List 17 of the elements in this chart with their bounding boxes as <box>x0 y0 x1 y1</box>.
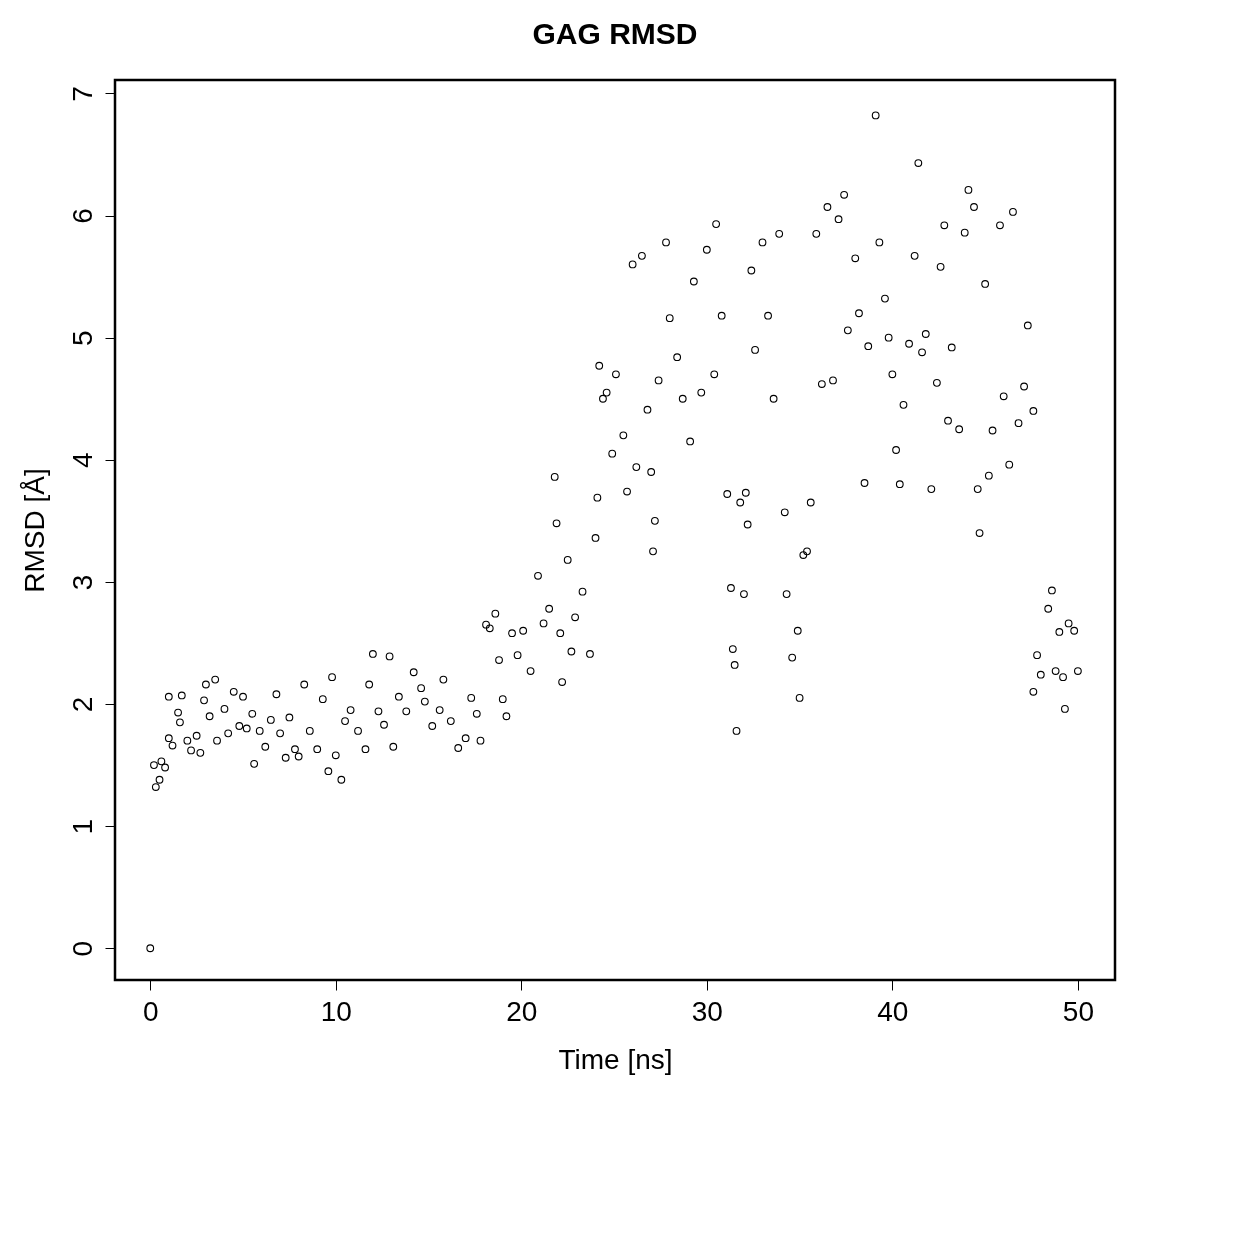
y-tick-label: 5 <box>66 330 98 346</box>
y-tick-label: 6 <box>66 208 98 224</box>
x-tick-label: 20 <box>506 995 538 1027</box>
y-tick-label: 7 <box>66 86 98 102</box>
y-tick-label: 4 <box>66 452 98 469</box>
y-tick-label: 0 <box>66 940 98 957</box>
y-axis-title: RMSD [Å] <box>18 468 50 593</box>
x-axis-title: Time [ns] <box>558 1043 673 1075</box>
x-tick-label: 50 <box>1062 995 1094 1027</box>
y-tick-label: 3 <box>66 574 98 591</box>
x-tick-label: 30 <box>691 995 723 1027</box>
y-tick-label: 2 <box>66 696 98 713</box>
x-tick-label: 0 <box>142 995 159 1027</box>
x-tick-label: 10 <box>320 995 352 1027</box>
x-tick-label: 40 <box>877 995 909 1027</box>
chart-title: GAG RMSD <box>532 17 698 50</box>
y-tick-label: 1 <box>66 818 98 835</box>
